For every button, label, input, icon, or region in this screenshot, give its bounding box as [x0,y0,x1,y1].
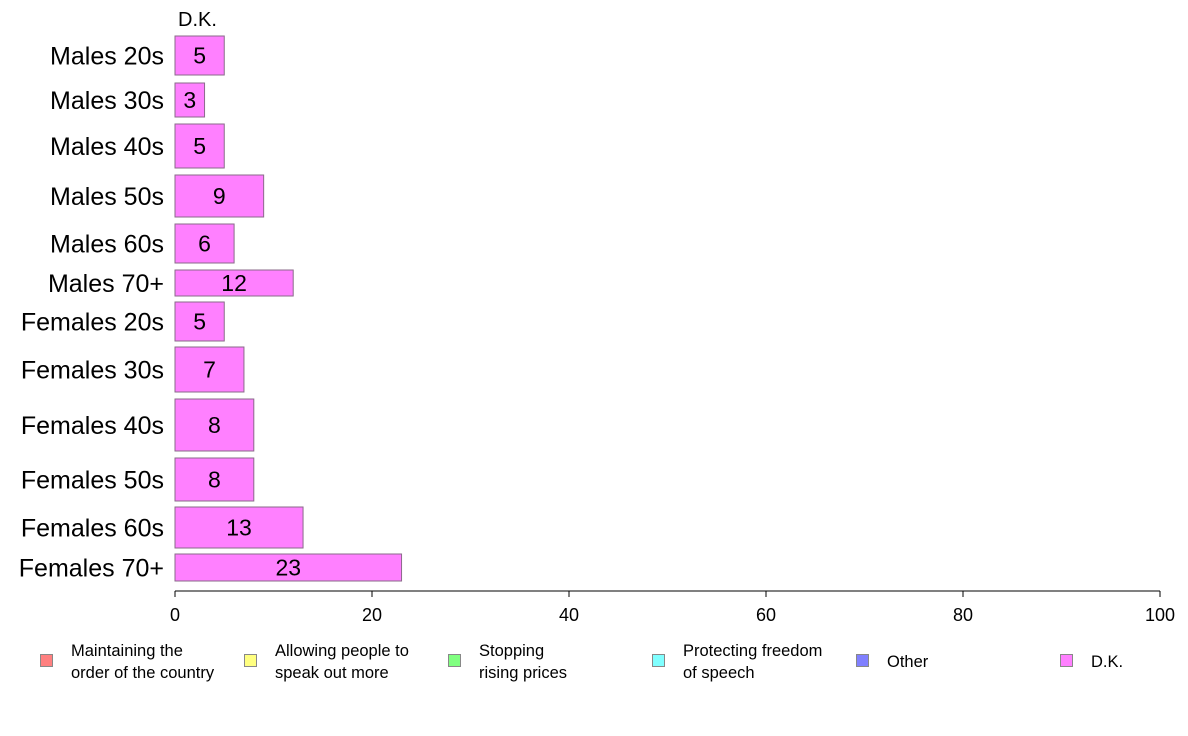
legend-item: Allowing people to speak out more [244,640,409,684]
legend-item: Protecting freedom of speech [652,640,822,684]
plot-area: D.K. Males 20s 5 Males 30s 3 Males 40s 5 Males … [19,9,403,583]
category-label: Males 70+ [48,270,164,298]
bar-value-label: 7 [203,357,216,383]
bar-chart: D.K. Males 20s 5 Males 30s 3 Males 40s 5 Males … [19,9,1175,625]
bar [174,398,255,452]
bar-value-label: 12 [221,270,247,296]
bar-value-label: 3 [183,87,196,113]
legend-label: Allowing people to speak out more [275,642,409,682]
bar [174,346,245,393]
legend-label: Other [887,653,929,671]
category-label: Females 30s [21,357,164,385]
legend-label: Protecting freedom of speech [683,642,823,682]
legend-label: Maintaining the order of the country [71,642,215,682]
column-header: D.K. [178,9,217,31]
x-tick-label: 0 [170,605,180,625]
bar [174,457,255,502]
x-tick-label: 40 [559,605,579,625]
category-label: Males 40s [50,133,164,161]
bar-value-label: 9 [213,183,226,209]
legend-swatch [448,654,461,667]
bar [174,174,265,218]
bar [174,35,225,76]
legend-swatch [652,654,665,667]
bar-value-label: 8 [208,412,221,438]
category-label: Females 70+ [19,555,164,583]
legend-label: Stopping rising prices [479,642,568,682]
bar-value-label: 23 [275,555,301,581]
bar-value-label: 5 [193,43,206,69]
x-tick-label: 20 [362,605,382,625]
x-tick-label: 100 [1145,605,1175,625]
category-label: Males 60s [50,231,164,259]
category-label: Females 40s [21,412,164,440]
bar [174,223,235,264]
legend-swatch [40,654,53,667]
legend-swatch [244,654,257,667]
bar-value-label: 13 [226,515,252,541]
category-label: Females 60s [21,515,164,543]
bar [174,123,225,169]
x-tick-label: 80 [953,605,973,625]
bar [174,301,225,342]
legend-item: Stopping rising prices [448,640,567,684]
category-label: Males 20s [50,43,164,71]
category-label: Males 50s [50,183,164,211]
legend-item: D.K. [1060,651,1123,673]
bar-value-label: 6 [198,231,211,257]
bar [174,506,304,549]
bar-value-label: 5 [193,133,206,159]
x-axis: 0 20 40 60 80 100 [170,590,1175,625]
legend-swatch [856,654,869,667]
bar-value-label: 5 [193,309,206,335]
category-label: Females 20s [21,309,164,337]
legend-swatch [1060,654,1073,667]
bar [174,553,403,582]
bar-value-label: 8 [208,467,221,493]
bar [174,269,294,297]
legend: Maintaining the order of the country Allo… [0,640,1188,690]
legend-item: Maintaining the order of the country [40,640,214,684]
category-label: Females 50s [21,467,164,495]
bar [174,82,206,118]
legend-label: D.K. [1091,653,1124,671]
legend-item: Other [856,651,928,673]
x-tick-label: 60 [756,605,776,625]
category-label: Males 30s [50,87,164,115]
